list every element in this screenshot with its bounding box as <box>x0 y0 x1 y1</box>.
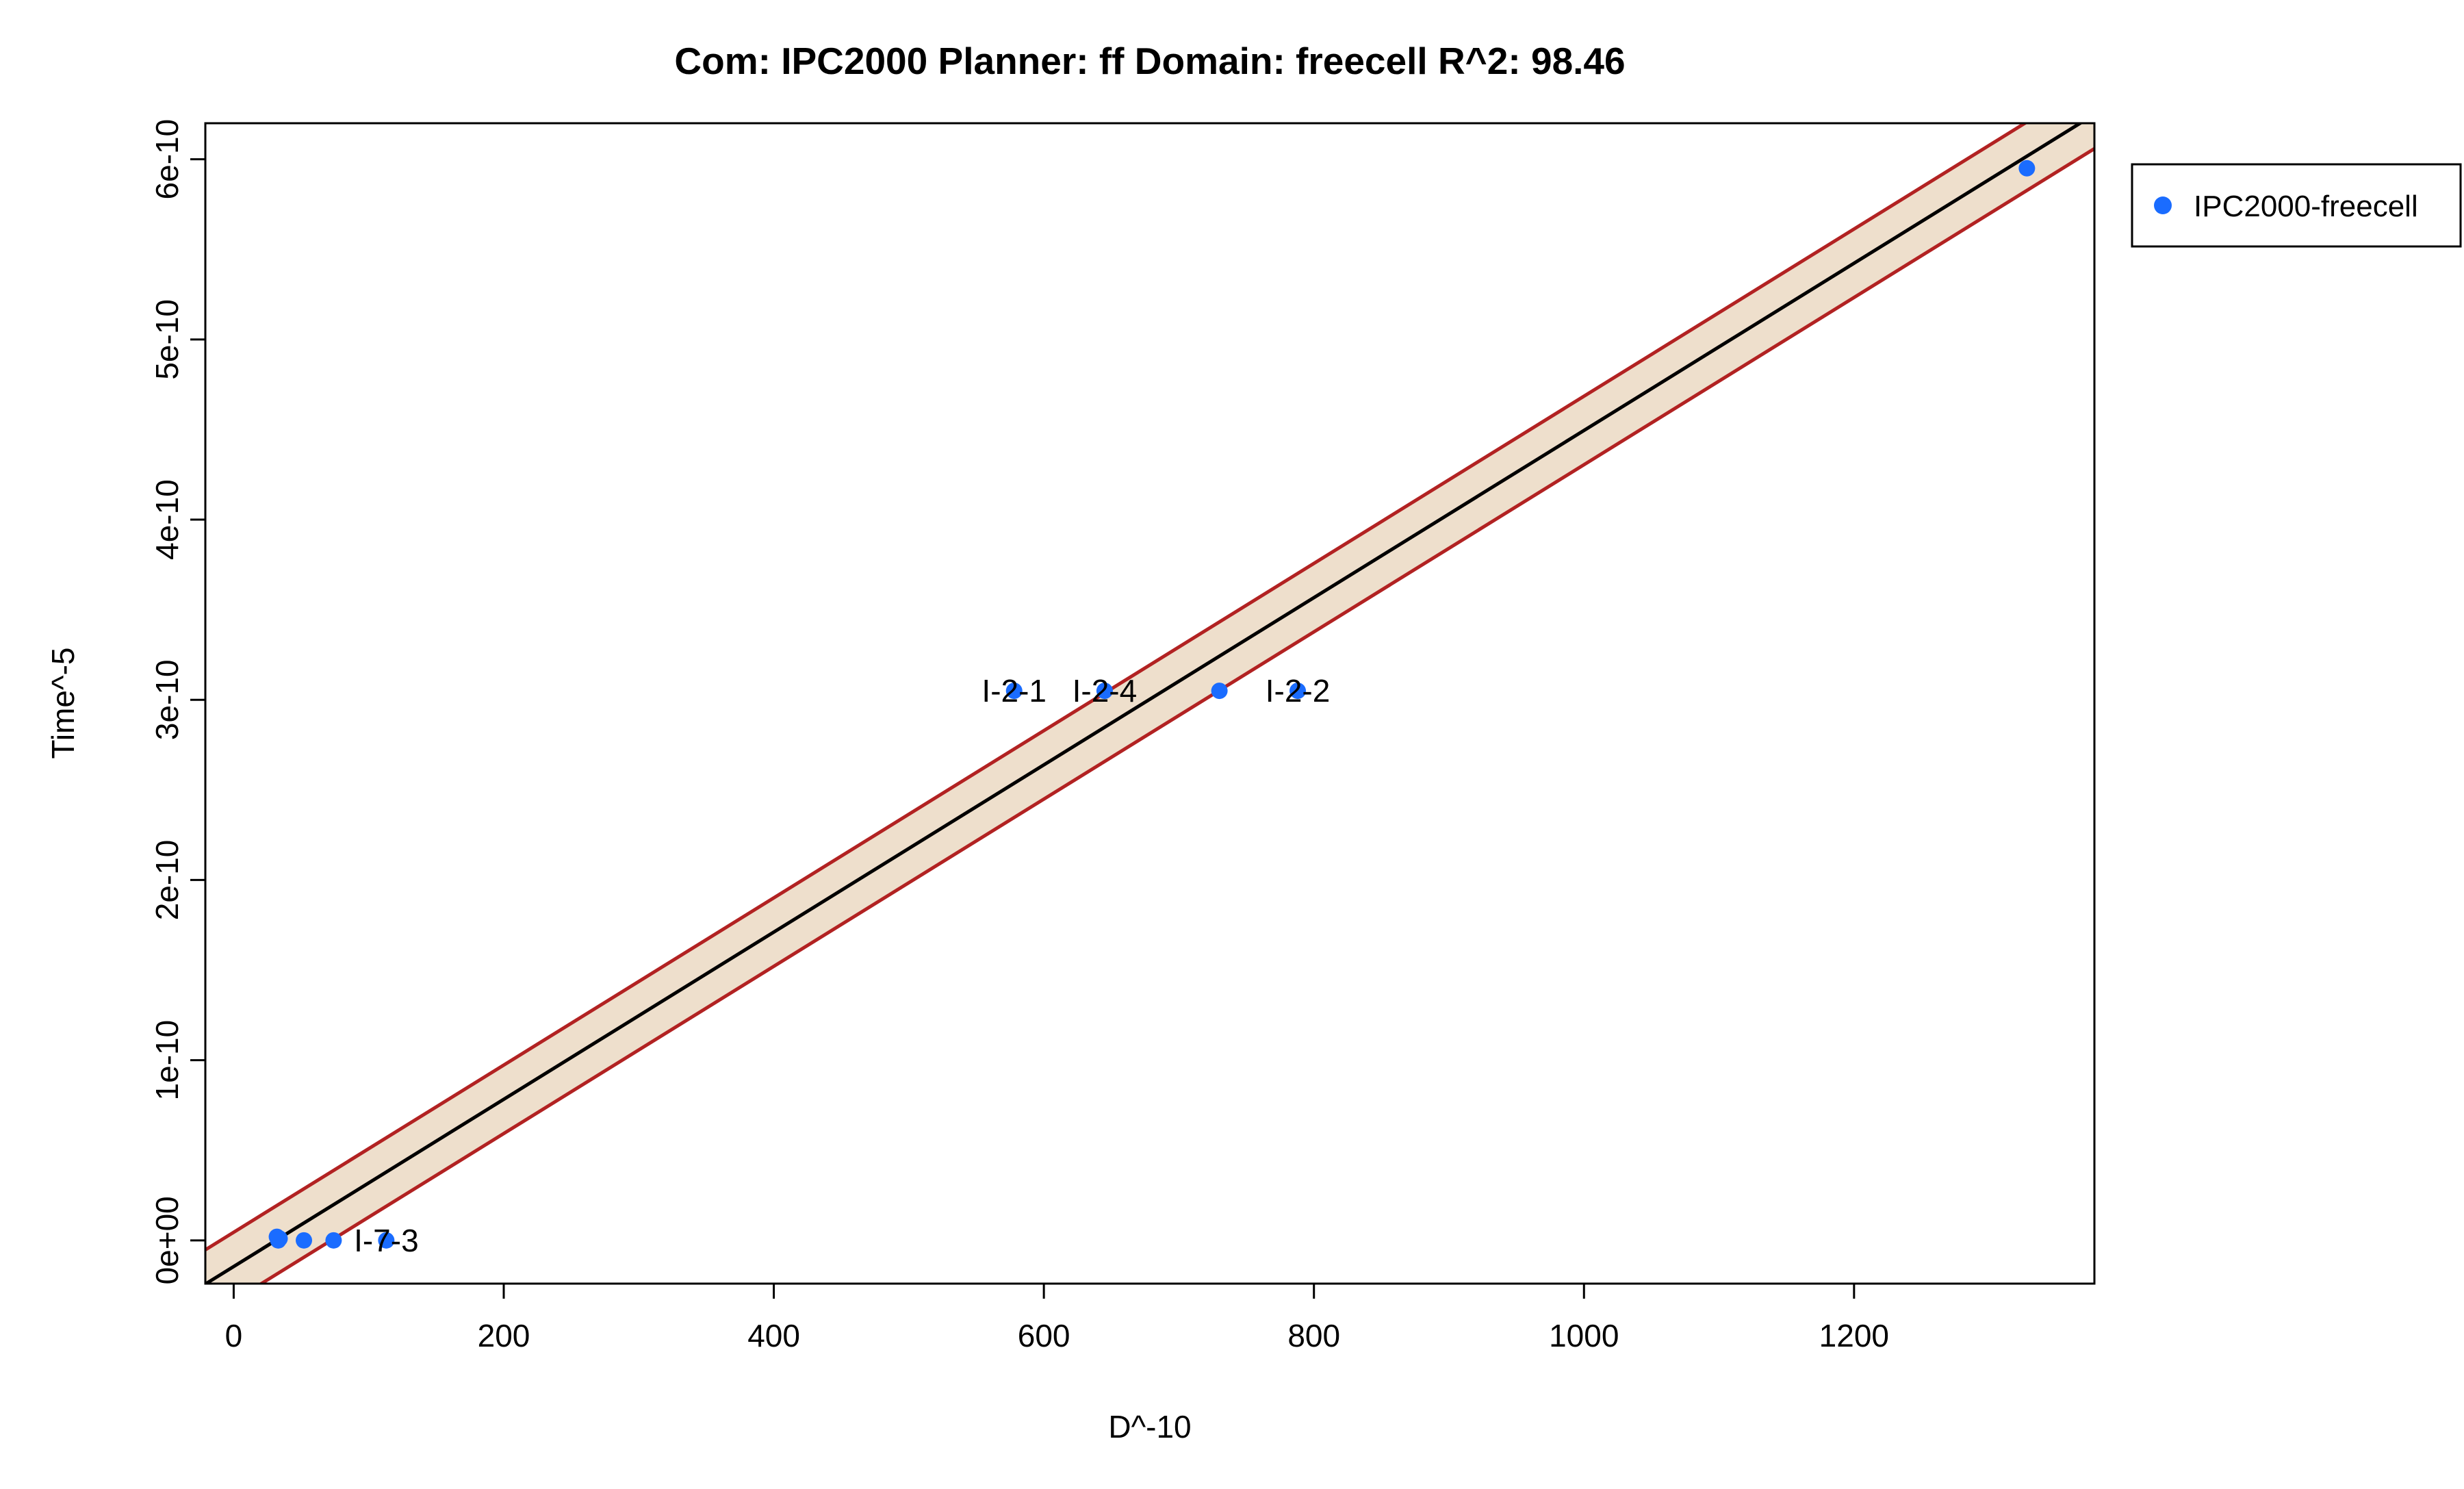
y-axis: 0e+00 1e-10 2e-10 3e-10 4e-10 5e-10 6e-10 <box>149 119 205 1284</box>
x-tick-label: 1200 <box>1819 1318 1889 1353</box>
x-axis-title: D^-10 <box>1108 1409 1191 1445</box>
data-point <box>1096 683 1113 700</box>
y-tick-label: 4e-10 <box>149 479 185 560</box>
point-label: I-7-3 <box>354 1223 419 1258</box>
legend-box <box>2131 163 2462 248</box>
x-tick-label: 200 <box>478 1318 530 1353</box>
legend: IPC2000-freecell <box>2131 163 2462 248</box>
legend-marker-icon <box>2154 196 2172 214</box>
x-tick-label: 400 <box>747 1318 800 1353</box>
y-tick-label: 1e-10 <box>149 1020 185 1101</box>
x-tick-label: 800 <box>1287 1318 1340 1353</box>
y-axis-title: Time^-5 <box>45 648 81 759</box>
x-tick-label: 600 <box>1018 1318 1070 1353</box>
point-label: I-2-2 <box>1266 673 1331 709</box>
data-point <box>1005 683 1023 700</box>
plot-frame <box>204 122 2096 1285</box>
plot-area: I-7-3 I-2-1 I-2-4 I-2-2 <box>205 123 2094 1284</box>
x-tick-label: 0 <box>225 1318 243 1353</box>
regression-line <box>205 123 2083 1284</box>
data-point <box>2018 160 2036 177</box>
data-point <box>325 1232 342 1249</box>
band-lower-edge <box>258 147 2094 1284</box>
point-label: I-2-1 <box>981 673 1047 709</box>
data-point <box>296 1232 313 1249</box>
x-axis: 0 200 400 600 800 1000 1200 <box>225 1284 1889 1353</box>
chart-title: Com: IPC2000 Planner: ff Domain: freecel… <box>674 40 1625 82</box>
y-tick-label: 3e-10 <box>149 659 185 740</box>
band-upper-edge <box>205 123 2029 1251</box>
legend-label: IPC2000-freecell <box>2194 190 2418 223</box>
y-tick-label: 6e-10 <box>149 119 185 200</box>
data-point <box>271 1230 288 1247</box>
data-point <box>1211 683 1228 700</box>
y-tick-label: 0e+00 <box>149 1196 185 1284</box>
y-tick-label: 5e-10 <box>149 299 185 380</box>
point-label: I-2-4 <box>1073 673 1138 709</box>
point-labels: I-7-3 I-2-1 I-2-4 I-2-2 <box>354 673 1330 1258</box>
data-points <box>268 160 2036 1249</box>
data-point <box>1289 683 1307 700</box>
y-tick-label: 2e-10 <box>149 840 185 921</box>
data-point <box>378 1232 395 1249</box>
x-tick-label: 1000 <box>1549 1318 1619 1353</box>
